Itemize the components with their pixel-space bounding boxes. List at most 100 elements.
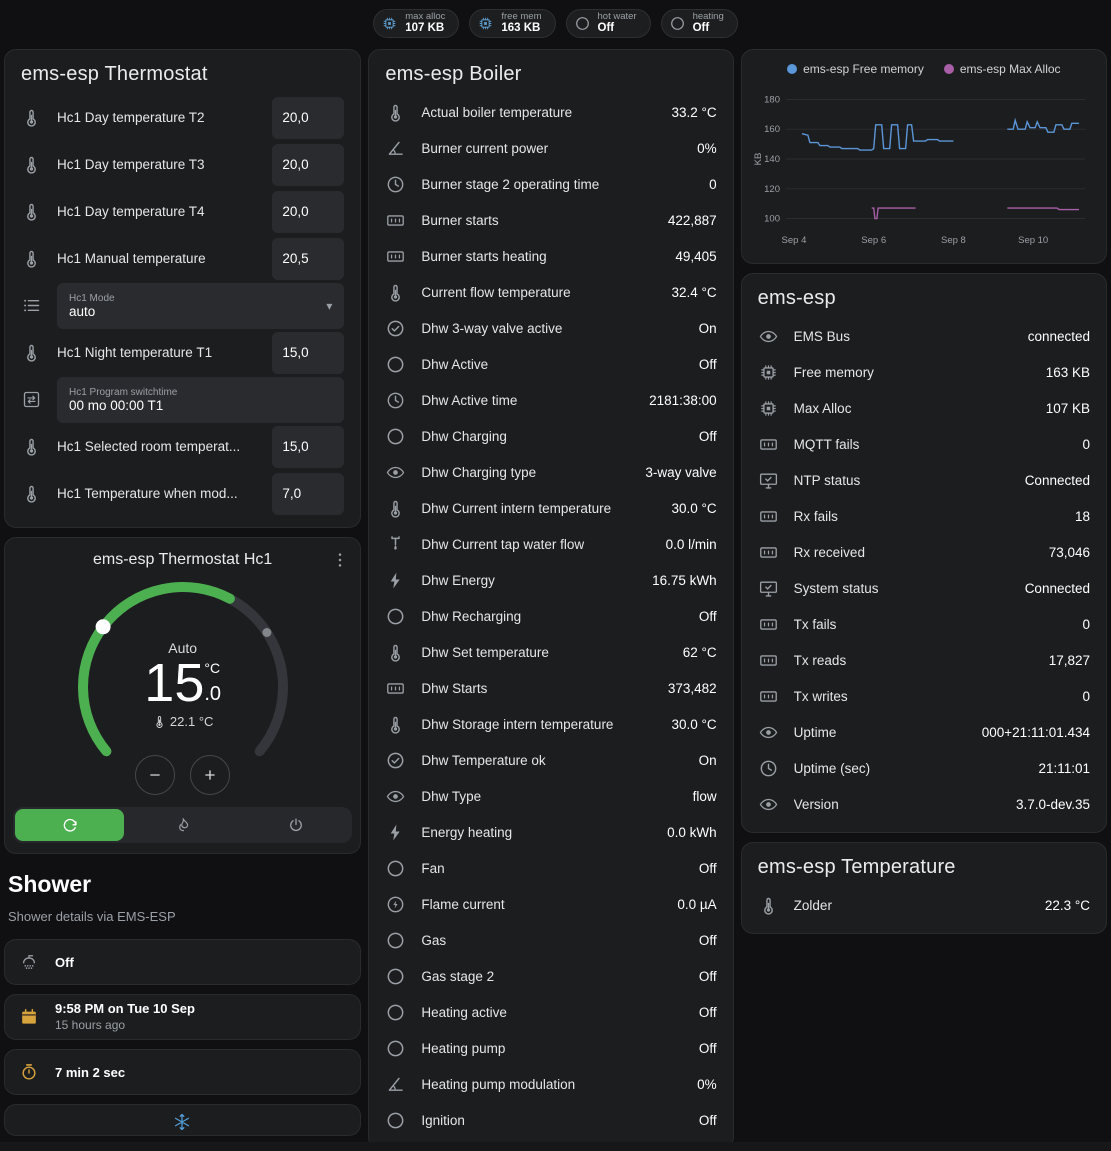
entity-label: Flame current xyxy=(421,897,663,912)
entity-label: Dhw Current tap water flow xyxy=(421,537,651,552)
mode-heat-button[interactable] xyxy=(128,809,237,841)
entity-label: Actual boiler temperature xyxy=(421,105,657,120)
number-input[interactable]: 15,0 xyxy=(272,426,344,468)
entity-row[interactable]: Gas Off xyxy=(385,922,716,958)
badge-label: heating xyxy=(693,12,724,22)
svg-text:100: 100 xyxy=(764,214,780,225)
entity-row[interactable]: Ignition Off xyxy=(385,1102,716,1138)
entity-row[interactable]: Tx writes 0 xyxy=(758,678,1090,714)
circle-outline-icon xyxy=(385,354,407,375)
card-title: ems-esp Boiler xyxy=(369,50,732,94)
entity-row[interactable]: Max Alloc 107 KB xyxy=(758,390,1090,426)
entity-row[interactable]: Dhw 3-way valve active On xyxy=(385,310,716,346)
entity-row[interactable]: Rx fails 18 xyxy=(758,498,1090,534)
entity-row[interactable]: System status Connected xyxy=(758,570,1090,606)
entity-row[interactable]: Heating pump modulation 0% xyxy=(385,1066,716,1102)
entity-label: Tx reads xyxy=(794,653,1035,668)
entity-row[interactable]: Dhw Current intern temperature 30.0 °C xyxy=(385,490,716,526)
circle-outline-icon xyxy=(385,1110,407,1131)
status-badge[interactable]: max alloc 107 KB xyxy=(373,9,459,38)
entity-row[interactable]: Dhw Starts 373,482 xyxy=(385,670,716,706)
entity-row[interactable]: Burner starts 422,887 xyxy=(385,202,716,238)
timer-icon xyxy=(19,1062,41,1082)
number-input[interactable]: 7,0 xyxy=(272,473,344,515)
entity-row[interactable]: Energy heating 0.0 kWh xyxy=(385,814,716,850)
memory-chip-icon xyxy=(381,15,398,32)
entity-label: Dhw Active xyxy=(421,357,685,372)
clock-icon xyxy=(758,758,780,779)
cold-shot-card[interactable] xyxy=(4,1104,361,1136)
entity-row[interactable]: Actual boiler temperature 33.2 °C xyxy=(385,94,716,130)
increase-temperature-button[interactable] xyxy=(190,755,230,795)
entity-row[interactable]: Burner current power 0% xyxy=(385,130,716,166)
status-badge[interactable]: free mem 163 KB xyxy=(469,9,555,38)
thermostat-dial[interactable]: Auto 15 °C .0 22.1 °C xyxy=(5,575,360,783)
lightning-icon xyxy=(385,570,407,591)
entity-row[interactable]: Tx fails 0 xyxy=(758,606,1090,642)
entity-row[interactable]: Dhw Active time 2181:38:00 xyxy=(385,382,716,418)
number-input[interactable]: 20,0 xyxy=(272,191,344,233)
entity-row[interactable]: Dhw Active Off xyxy=(385,346,716,382)
select-input[interactable]: Hc1 Program switchtime 00 mo 00:00 T1 ▾ xyxy=(57,377,344,423)
entity-row[interactable]: Dhw Temperature ok On xyxy=(385,742,716,778)
entity-row[interactable]: Uptime (sec) 21:11:01 xyxy=(758,750,1090,786)
mode-auto-button[interactable] xyxy=(15,809,124,841)
entity-row[interactable]: Rx received 73,046 xyxy=(758,534,1090,570)
shower-time-card[interactable]: 9:58 PM on Tue 10 Sep 15 hours ago xyxy=(4,994,361,1040)
entity-row[interactable]: Dhw Recharging Off xyxy=(385,598,716,634)
dots-vertical-icon[interactable] xyxy=(330,550,350,575)
entity-row[interactable]: Free memory 163 KB xyxy=(758,354,1090,390)
card-title: ems-esp xyxy=(742,274,1106,318)
entity-value: 0% xyxy=(697,1077,717,1092)
circle-outline-icon xyxy=(385,930,407,951)
entity-row[interactable]: MQTT fails 0 xyxy=(758,426,1090,462)
entity-row[interactable]: Heating pump Off xyxy=(385,1030,716,1066)
status-badge[interactable]: heating Off xyxy=(661,9,738,38)
entity-row[interactable]: Tx reads 17,827 xyxy=(758,642,1090,678)
number-input[interactable]: 15,0 xyxy=(272,332,344,374)
thermometer-water-icon xyxy=(21,201,43,222)
entity-row[interactable]: Dhw Storage intern temperature 30.0 °C xyxy=(385,706,716,742)
entity-row[interactable]: Zolder 22.3 °C xyxy=(758,887,1090,923)
shower-duration-card[interactable]: 7 min 2 sec xyxy=(4,1049,361,1095)
shower-state-card[interactable]: Off xyxy=(4,939,361,985)
entity-row[interactable]: Dhw Type flow xyxy=(385,778,716,814)
entity-row[interactable]: Version 3.7.0-dev.35 xyxy=(758,786,1090,822)
entity-row[interactable]: Dhw Charging Off xyxy=(385,418,716,454)
mode-off-button[interactable] xyxy=(241,809,350,841)
entity-row[interactable]: Dhw Current tap water flow 0.0 l/min xyxy=(385,526,716,562)
entity-value: 107 KB xyxy=(1046,401,1090,416)
entity-row[interactable]: Current flow temperature 32.4 °C xyxy=(385,274,716,310)
entity-label: Hc1 Selected room temperat... xyxy=(57,439,258,454)
entity-row[interactable]: Flame current 0.0 µA xyxy=(385,886,716,922)
entity-value: Connected xyxy=(1025,581,1090,596)
entity-row[interactable]: Uptime 000+21:11:01.434 xyxy=(758,714,1090,750)
entity-value: 0 xyxy=(709,177,717,192)
entity-row[interactable]: NTP status Connected xyxy=(758,462,1090,498)
entity-row[interactable]: Dhw Set temperature 62 °C xyxy=(385,634,716,670)
entity-row[interactable]: Fan Off xyxy=(385,850,716,886)
entity-row[interactable]: Dhw Energy 16.75 kWh xyxy=(385,562,716,598)
counter-icon xyxy=(385,678,407,699)
entity-row: 00 mo 00:00 T1 Hc1 Program switchtime 00… xyxy=(21,376,344,423)
legend-item: ems-esp Free memory xyxy=(787,62,924,76)
status-badge[interactable]: hot water Off xyxy=(566,9,651,38)
number-input[interactable]: 20,5 xyxy=(272,238,344,280)
field-label: Hc1 Program switchtime xyxy=(69,387,332,398)
number-input[interactable]: 20,0 xyxy=(272,97,344,139)
number-input[interactable]: 20,0 xyxy=(272,144,344,186)
entity-row[interactable]: Burner starts heating 49,405 xyxy=(385,238,716,274)
select-input[interactable]: Hc1 Mode auto ▾ xyxy=(57,283,344,329)
decrease-temperature-button[interactable] xyxy=(135,755,175,795)
entity-label: EMS Bus xyxy=(794,329,1014,344)
entity-label: Dhw Type xyxy=(421,789,678,804)
entity-row[interactable]: EMS Bus connected xyxy=(758,318,1090,354)
entity-row[interactable]: Burner stage 2 operating time 0 xyxy=(385,166,716,202)
entity-label: Current flow temperature xyxy=(421,285,657,300)
entity-row[interactable]: Dhw Charging type 3-way valve xyxy=(385,454,716,490)
entity-row[interactable]: Gas stage 2 Off xyxy=(385,958,716,994)
entity-value: Off xyxy=(699,933,717,948)
entity-label: Rx received xyxy=(794,545,1035,560)
entity-row[interactable]: Heating active Off xyxy=(385,994,716,1030)
entity-value: 422,887 xyxy=(668,213,717,228)
